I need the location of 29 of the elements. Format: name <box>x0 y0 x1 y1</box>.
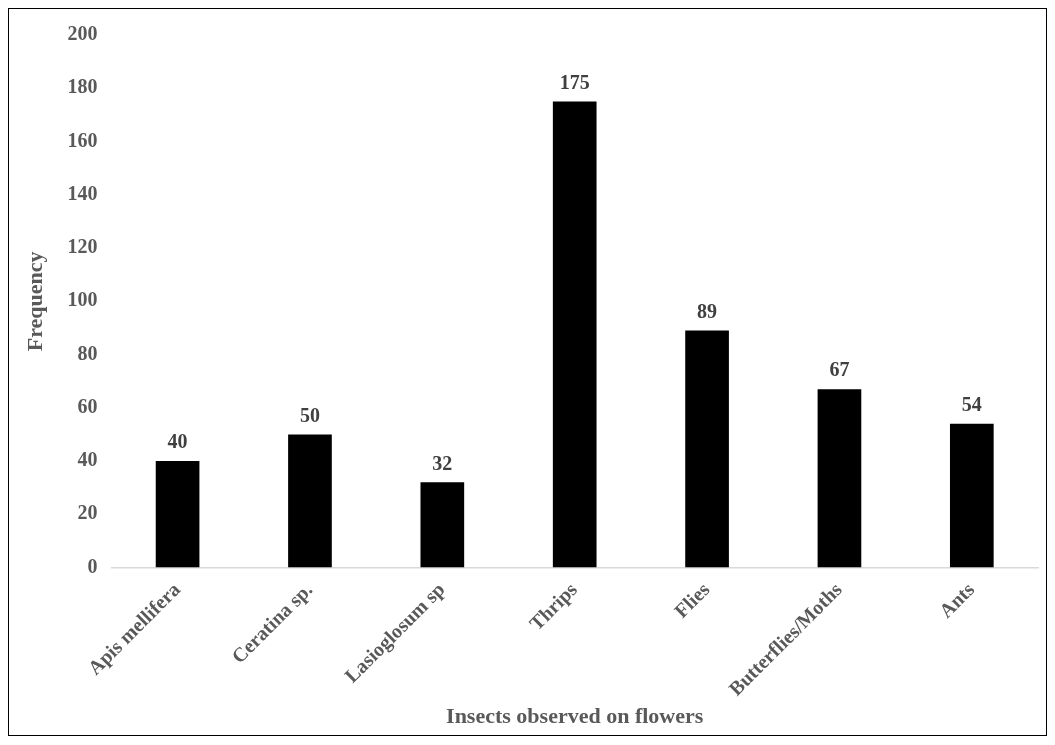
bar <box>420 482 465 568</box>
y-tick-label: 60 <box>77 394 98 417</box>
data-label: 40 <box>167 430 188 453</box>
bar <box>685 330 729 568</box>
y-tick-label: 80 <box>77 341 98 364</box>
y-tick-label: 140 <box>67 181 98 204</box>
bar <box>552 101 597 568</box>
bar <box>817 389 862 568</box>
data-label: 175 <box>559 70 590 93</box>
data-label: 67 <box>829 358 850 381</box>
x-tick-label: Flies <box>669 577 714 622</box>
y-tick-label: 120 <box>67 235 98 258</box>
bar <box>288 434 332 568</box>
x-axis-title: Insects observed on flowers <box>446 703 704 729</box>
x-tick-label: Ants <box>934 577 979 622</box>
y-tick-label: 20 <box>77 501 98 524</box>
data-label: 32 <box>432 451 453 474</box>
bar <box>949 423 994 568</box>
data-label: 89 <box>697 299 718 322</box>
y-tick-label: 100 <box>67 288 98 311</box>
y-tick-label: 200 <box>67 22 98 45</box>
y-tick-label: 40 <box>77 448 98 471</box>
data-label: 54 <box>961 392 982 415</box>
y-tick-label: 160 <box>67 128 98 151</box>
y-tick-label: 0 <box>87 554 98 577</box>
bar <box>155 461 200 568</box>
y-tick-label: 180 <box>67 75 98 98</box>
data-label: 50 <box>299 403 320 426</box>
y-axis-title: Frequency <box>21 251 47 352</box>
